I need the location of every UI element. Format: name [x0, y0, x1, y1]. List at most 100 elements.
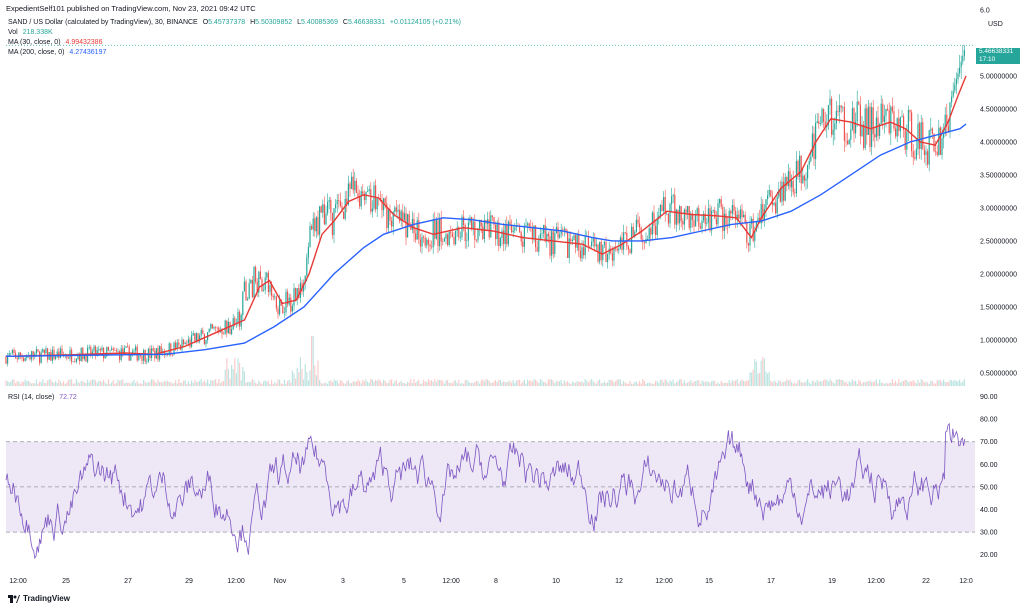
candle-body — [933, 133, 935, 152]
candle-body — [74, 361, 76, 363]
candle-body — [109, 350, 111, 351]
volume-legend[interactable]: Vol 218.338K — [8, 29, 53, 36]
candle-body — [183, 339, 185, 345]
volume-bar — [751, 372, 753, 386]
volume-bar — [168, 382, 170, 386]
volume-bar — [277, 379, 279, 386]
volume-bar — [16, 381, 18, 386]
candle-body — [82, 347, 84, 360]
tradingview-logo[interactable]: TradingView — [8, 594, 70, 603]
volume-bar — [275, 383, 277, 386]
candle-body — [392, 211, 394, 227]
volume-bar — [279, 379, 281, 386]
candle-body — [954, 84, 956, 91]
volume-bar — [95, 380, 97, 386]
price-axis-tick: 4.00000000 — [980, 139, 1017, 146]
rsi-axis-tick: 80.00 — [980, 417, 998, 424]
volume-bar — [514, 383, 516, 386]
candle-body — [171, 354, 173, 356]
volume-bar — [875, 379, 877, 386]
time-axis-tick: 8 — [494, 578, 498, 585]
time-axis-tick: 12:00 — [655, 578, 673, 585]
candle-body — [8, 353, 10, 356]
candle-body — [187, 339, 189, 344]
ma200-legend[interactable]: MA (200, close, 0) 4.27436197 — [8, 49, 106, 56]
volume-bar — [671, 381, 673, 386]
volume-bar — [517, 379, 519, 386]
price-axis-tick: 2.00000000 — [980, 271, 1017, 278]
volume-bar — [568, 382, 570, 386]
candle-body — [773, 202, 775, 205]
ma30-legend[interactable]: MA (30, close, 0) 4.99432386 — [8, 39, 102, 46]
candle-body — [691, 213, 693, 220]
candle-body — [424, 237, 426, 246]
candle-body — [541, 233, 543, 234]
candle-body — [298, 288, 300, 298]
time-axis-tick: 10 — [552, 578, 560, 585]
candle-body — [119, 351, 121, 360]
volume-bar — [743, 381, 745, 386]
volume-bar — [103, 379, 105, 386]
candle-body — [725, 213, 727, 225]
candle-body — [415, 233, 417, 240]
volume-bar — [115, 382, 117, 386]
volume-bar — [512, 380, 514, 386]
candle-body — [795, 160, 797, 194]
volume-bar — [824, 379, 826, 386]
symbol-legend[interactable]: SAND / US Dollar (calculated by TradingV… — [8, 19, 461, 26]
volume-bar — [587, 382, 589, 386]
volume-bar — [688, 381, 690, 386]
candle-body — [701, 220, 703, 229]
candle-body — [477, 230, 479, 241]
candle-body — [957, 73, 959, 80]
volume-bar — [58, 379, 60, 386]
volume-bar — [199, 380, 201, 386]
volume-bar — [346, 381, 348, 386]
ohlc-close-label: C — [342, 19, 348, 26]
candle-body — [475, 240, 477, 241]
rsi-legend[interactable]: RSI (14, close) 72.72 — [8, 394, 77, 401]
volume-bar — [848, 381, 850, 386]
candle-body — [115, 350, 117, 352]
volume-bar — [187, 381, 189, 386]
volume-bar — [271, 379, 273, 386]
candle-body — [45, 348, 47, 354]
candle-body — [912, 151, 914, 158]
candle-body — [719, 199, 721, 204]
candle-body — [927, 151, 929, 165]
volume-bar — [491, 382, 493, 386]
candle-body — [749, 223, 751, 246]
last-price: 5.46638331 — [979, 48, 1014, 55]
candle-body — [319, 206, 321, 235]
candle-body — [837, 110, 839, 112]
publish-info: ExpedientSelf101 published on TradingVie… — [6, 4, 256, 13]
volume-bar — [165, 381, 167, 386]
volume-bar — [101, 382, 103, 386]
candle-body — [856, 101, 858, 122]
candle-body — [951, 96, 953, 103]
volume-bar — [391, 379, 393, 386]
candle-body — [146, 361, 148, 362]
candle-body — [357, 192, 359, 198]
volume-bar — [938, 380, 940, 386]
candle-body — [248, 283, 250, 299]
candle-body — [423, 236, 425, 238]
volume-bar — [154, 381, 156, 386]
candle-body — [848, 139, 850, 145]
volume-bar — [48, 379, 50, 386]
candle-body — [661, 204, 663, 211]
candle-body — [490, 215, 492, 238]
volume-bar — [912, 380, 914, 386]
candle-body — [634, 231, 636, 236]
volume-bar — [445, 380, 447, 386]
candle-body — [218, 327, 220, 333]
candle-body — [568, 238, 570, 259]
volume-bar — [315, 375, 317, 386]
volume-bar — [693, 381, 695, 386]
volume-bar — [344, 383, 346, 386]
candle-body — [133, 350, 135, 352]
volume-bar — [387, 382, 389, 386]
volume-bar — [91, 379, 93, 386]
candle-body — [631, 226, 633, 253]
